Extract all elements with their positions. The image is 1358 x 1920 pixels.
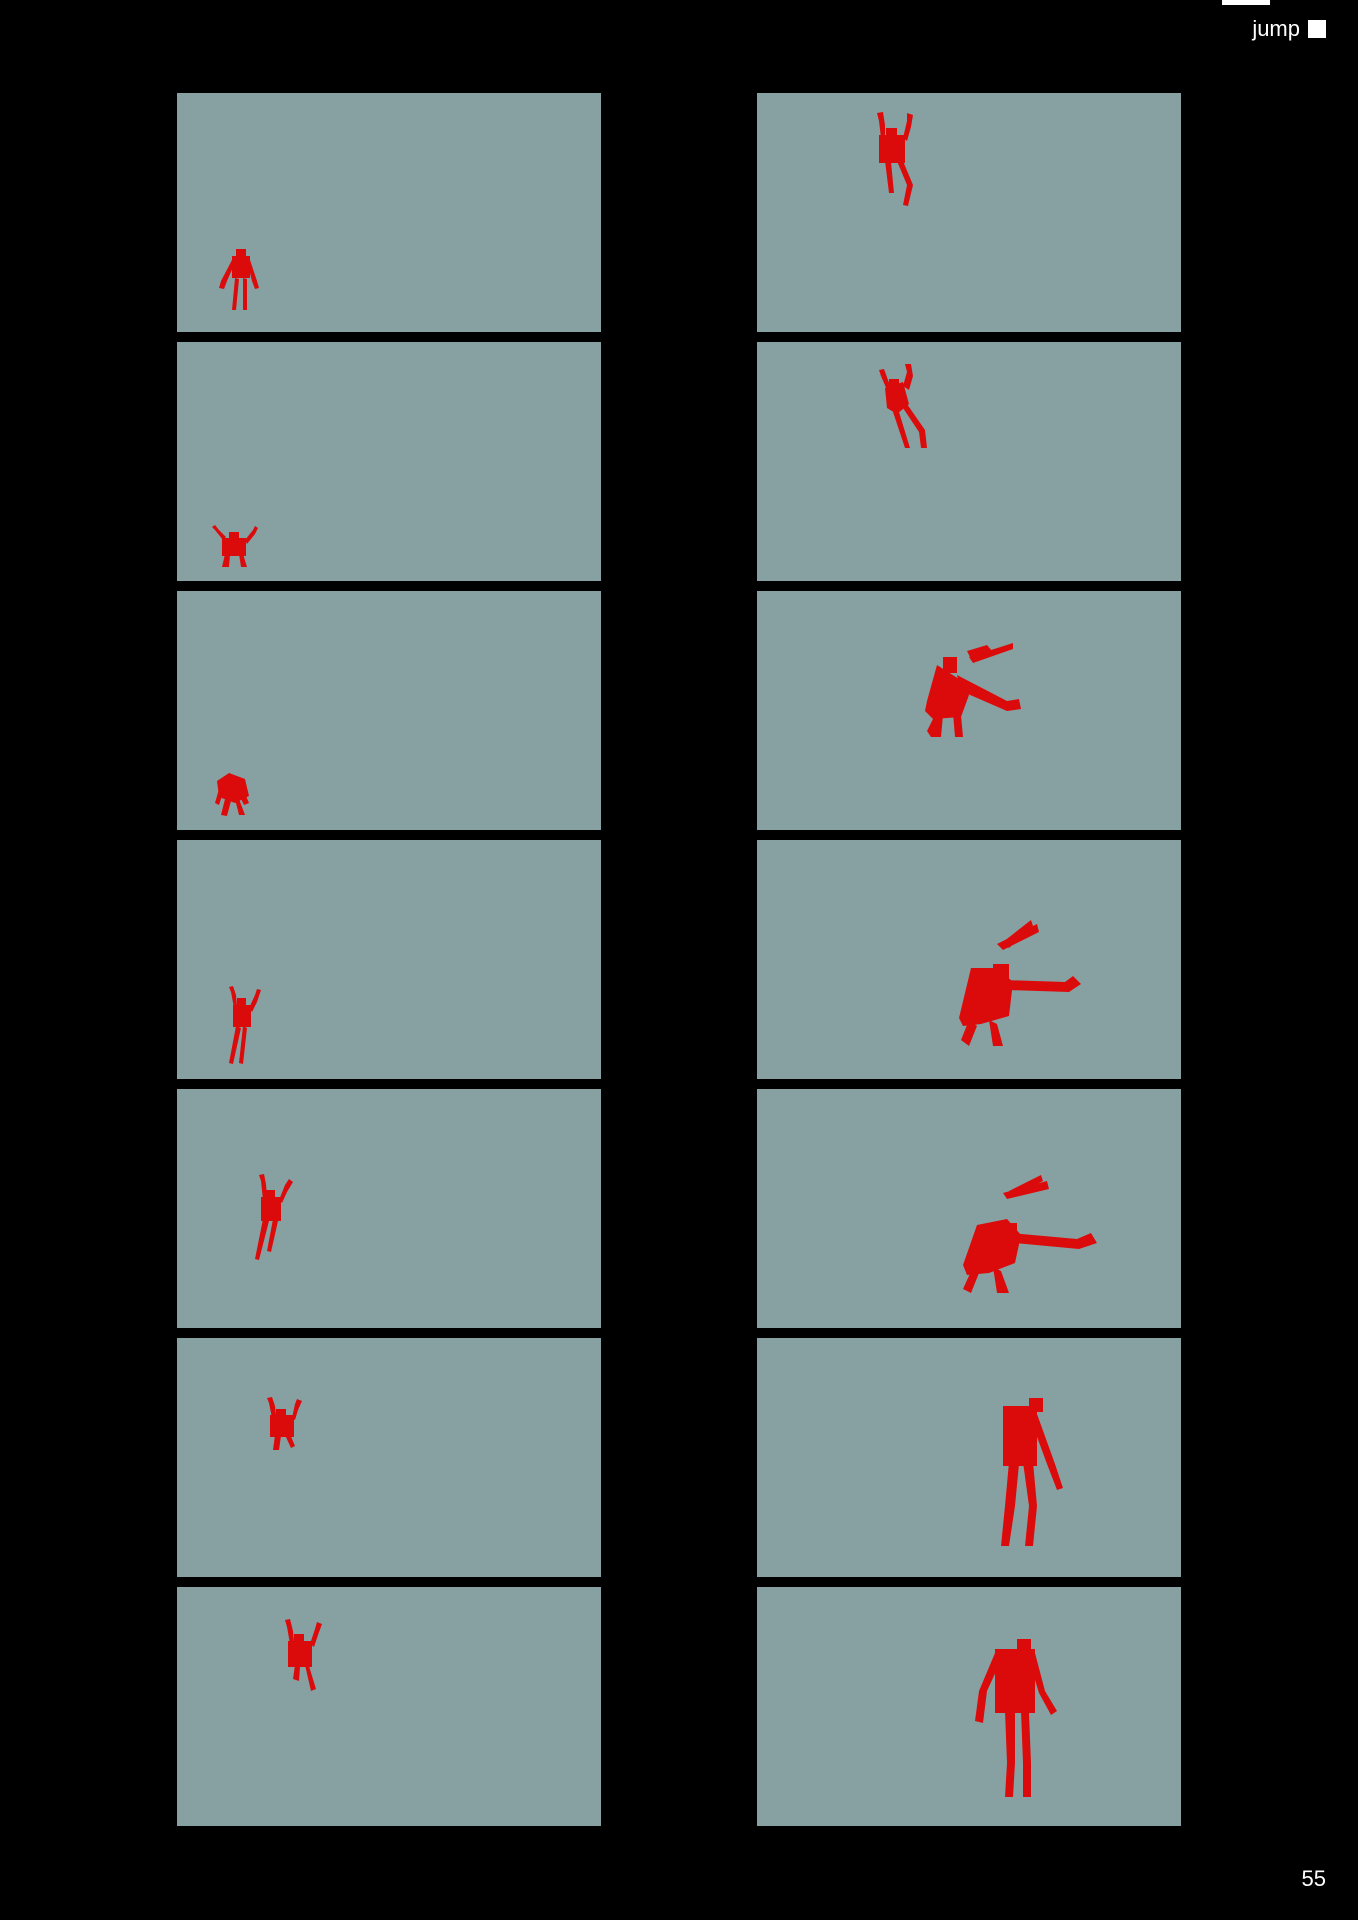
figure-crouch-icon bbox=[212, 525, 258, 567]
figure-recovering-icon bbox=[1001, 1398, 1063, 1546]
figure-airborne-icon bbox=[267, 1397, 302, 1450]
frame-7 bbox=[177, 1587, 601, 1826]
figure-crouch-close-icon bbox=[959, 920, 1081, 1046]
figure-descending-icon bbox=[879, 364, 927, 448]
frame-10 bbox=[757, 591, 1181, 830]
figure-crouch-reach-icon bbox=[963, 1175, 1097, 1293]
frame-1 bbox=[177, 93, 601, 332]
tab-marker bbox=[1222, 0, 1270, 5]
frame-9 bbox=[757, 342, 1181, 581]
frame-12 bbox=[757, 1089, 1181, 1328]
section-header: jump bbox=[1252, 16, 1326, 42]
frame-8 bbox=[757, 93, 1181, 332]
frame-14 bbox=[757, 1587, 1181, 1826]
figure-leaping-icon bbox=[255, 1174, 293, 1260]
figure-deep-crouch-icon bbox=[215, 773, 249, 816]
frame-6 bbox=[177, 1338, 601, 1577]
frame-4 bbox=[177, 840, 601, 1079]
frame-3 bbox=[177, 591, 601, 830]
figure-standing-close-icon bbox=[975, 1639, 1057, 1797]
frame-11 bbox=[757, 840, 1181, 1079]
figure-landing-crouch-icon bbox=[925, 643, 1021, 737]
section-label: jump bbox=[1252, 16, 1300, 41]
square-icon bbox=[1308, 20, 1326, 38]
page-number: 55 bbox=[1301, 1866, 1326, 1891]
figure-airborne-arms-up-icon bbox=[285, 1619, 322, 1691]
figure-rising-icon bbox=[229, 986, 261, 1064]
frame-5 bbox=[177, 1089, 601, 1328]
frame-13 bbox=[757, 1338, 1181, 1577]
frame-2 bbox=[177, 342, 601, 581]
figure-standing-icon bbox=[219, 249, 259, 310]
figure-peak-icon bbox=[877, 112, 913, 206]
